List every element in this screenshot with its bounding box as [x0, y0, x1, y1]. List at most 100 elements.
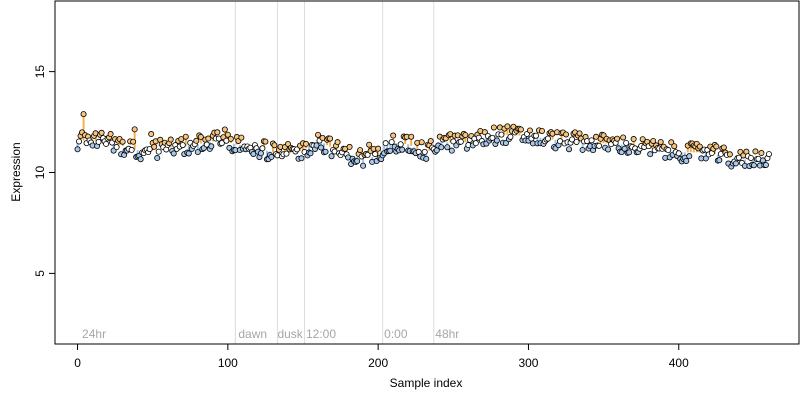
data-point-460 [765, 151, 772, 158]
data-point-285 [502, 140, 509, 147]
data-point-93 [214, 129, 221, 136]
data-point-232 [423, 155, 430, 162]
data-point-64 [170, 150, 177, 157]
data-point-62 [167, 136, 174, 143]
data-point-205 [382, 140, 389, 147]
data-point-353 [605, 146, 612, 153]
annotation-5: 48hr [435, 327, 459, 341]
data-point-69 [178, 136, 185, 143]
data-point-22 [107, 131, 114, 138]
data-point-365 [623, 139, 630, 146]
data-point-279 [493, 137, 500, 144]
data-point-455 [758, 150, 765, 157]
y-tick-label-0: 5 [33, 270, 47, 277]
data-point-38 [131, 126, 138, 133]
data-point-451 [752, 148, 759, 155]
data-point-381 [647, 151, 654, 158]
data-point-388 [657, 139, 664, 146]
annotation-0: 24hr [82, 327, 106, 341]
data-point-210 [390, 132, 397, 139]
data-point-215 [397, 141, 404, 148]
data-point-140 [284, 141, 291, 148]
y-axis: 5 10 15 [33, 65, 56, 277]
data-point-329 [569, 136, 576, 143]
data-point-16 [98, 129, 105, 136]
data-point-235 [427, 137, 434, 144]
data-point-80 [194, 149, 201, 156]
data-point-359 [614, 135, 621, 142]
data-point-169 [328, 153, 335, 160]
data-point-1 [76, 138, 83, 145]
data-point-125 [262, 138, 269, 145]
data-point-313 [544, 135, 551, 142]
data-point-325 [563, 131, 570, 138]
data-point-193 [364, 151, 371, 158]
data-point-347 [596, 142, 603, 149]
data-point-434 [726, 151, 733, 158]
data-point-309 [538, 127, 545, 134]
data-point-405 [683, 157, 690, 164]
data-point-364 [621, 145, 628, 152]
data-point-26 [113, 144, 120, 151]
data-point-250 [450, 138, 457, 145]
data-point-231 [421, 148, 428, 155]
data-point-282 [498, 131, 505, 138]
data-point-162 [318, 144, 325, 151]
data-point-229 [418, 139, 425, 146]
data-point-53 [154, 155, 161, 162]
data-point-152 [303, 140, 310, 147]
data-point-186 [354, 158, 361, 165]
data-point-327 [566, 146, 573, 153]
x-tick-label-2: 200 [368, 356, 388, 370]
data-point-249 [448, 147, 455, 154]
x-tick-label-1: 100 [218, 356, 238, 370]
data-point-165 [322, 148, 329, 155]
data-point-160 [315, 131, 322, 138]
data-point-54 [155, 148, 162, 155]
data-point-265 [472, 140, 479, 147]
data-point-30 [119, 138, 126, 145]
data-point-123 [259, 145, 266, 152]
x-axis: 0 100 200 300 400 [74, 343, 689, 370]
data-point-448 [747, 154, 754, 161]
data-point-181 [346, 143, 353, 150]
x-axis-title: Sample index [390, 376, 463, 390]
data-point-418 [702, 155, 709, 162]
data-point-194 [366, 141, 373, 148]
annotation-1: dawn [238, 327, 267, 341]
data-point-198 [372, 151, 379, 158]
data-point-79 [193, 137, 200, 144]
data-point-139 [283, 150, 290, 157]
data-point-168 [327, 135, 334, 142]
data-point-72 [182, 133, 189, 140]
y-tick-label-2: 15 [33, 65, 47, 79]
data-point-295 [517, 126, 524, 133]
data-point-4 [80, 111, 87, 118]
data-point-286 [504, 123, 511, 130]
data-point-102 [227, 135, 234, 142]
data-point-19 [103, 140, 110, 147]
y-tick-label-1: 10 [33, 166, 47, 180]
data-points [74, 111, 772, 170]
data-point-98 [221, 126, 228, 133]
data-point-400 [675, 150, 682, 157]
data-point-49 [148, 131, 155, 138]
data-point-173 [334, 139, 341, 146]
data-point-36 [128, 146, 135, 153]
annotation-4: 0:00 [384, 327, 408, 341]
phase-annotations: 24hr dawn dusk 12:00 0:00 48hr [82, 327, 459, 341]
phase-separators [234, 1, 435, 344]
data-point-395 [668, 139, 675, 146]
data-point-96 [218, 140, 225, 147]
data-point-82 [197, 133, 204, 140]
data-point-271 [481, 129, 488, 136]
data-point-425 [713, 143, 720, 150]
data-point-276 [489, 134, 496, 141]
data-point-430 [720, 144, 727, 151]
data-point-242 [438, 144, 445, 151]
data-point-450 [750, 162, 757, 169]
x-tick-label-3: 300 [518, 356, 538, 370]
data-point-222 [408, 133, 415, 140]
data-point-427 [716, 157, 723, 164]
data-point-383 [650, 137, 657, 144]
